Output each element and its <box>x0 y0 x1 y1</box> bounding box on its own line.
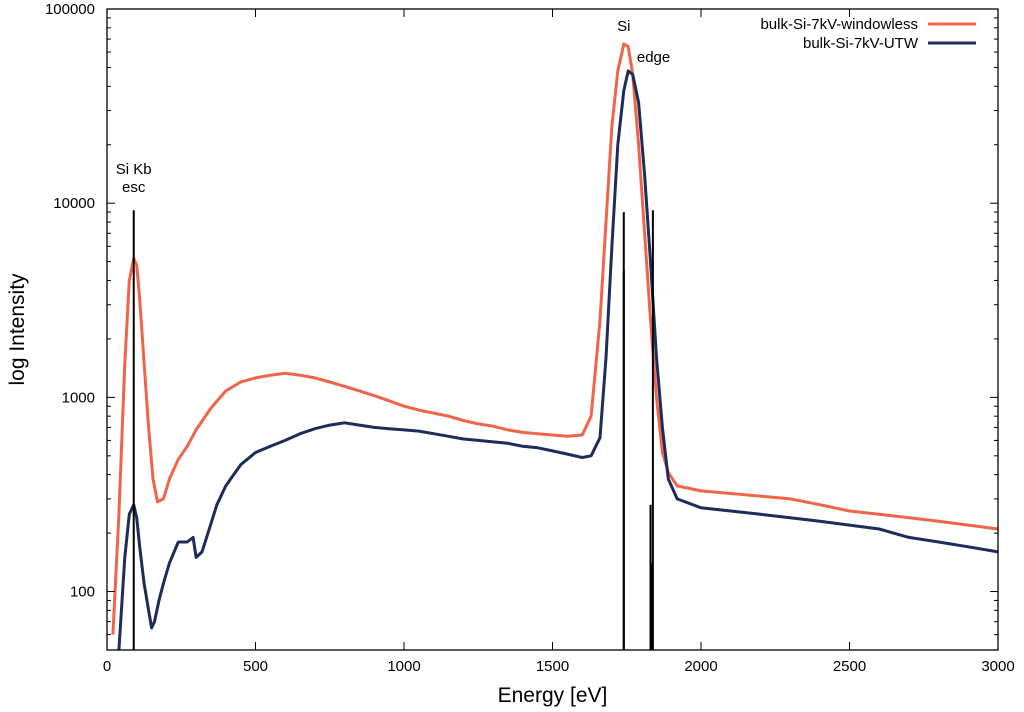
series-line-1 <box>111 42 999 635</box>
y-axis: 100 1000 10000 100000 <box>45 1 998 651</box>
series-line-2 <box>117 69 999 651</box>
plot-frame <box>106 8 999 651</box>
series-layer <box>111 42 999 651</box>
x-tick-label: 3000 <box>981 658 1014 675</box>
x-tick-label: 2500 <box>833 658 866 675</box>
x-tick-label: 1000 <box>387 658 420 675</box>
legend: bulk-Si-7kV-windowless bulk-Si-7kV-UTW <box>760 16 976 52</box>
y-tick-label: 100000 <box>45 1 95 18</box>
annotation-label: Si Kb <box>116 161 152 178</box>
y-axis-title: log Intensity <box>6 273 29 386</box>
x-tick-label: 0 <box>103 658 111 675</box>
legend-label: bulk-Si-7kV-windowless <box>760 16 918 33</box>
y-tick-label: 10000 <box>53 195 95 212</box>
annotation-label: edge <box>637 49 670 66</box>
x-axis: 0 500 1000 1500 2000 2500 3000 <box>103 9 1015 675</box>
y-tick-label: 1000 <box>62 389 95 406</box>
line-markers <box>132 210 654 650</box>
x-tick-label: 500 <box>243 658 268 675</box>
annotation-label: esc <box>122 179 146 196</box>
x-tick-label: 1500 <box>536 658 569 675</box>
annotation-label: Si <box>617 18 630 35</box>
y-tick-label: 100 <box>70 584 95 601</box>
legend-label: bulk-Si-7kV-UTW <box>803 35 919 52</box>
x-tick-label: 2000 <box>684 658 717 675</box>
x-axis-title: Energy [eV] <box>498 684 608 707</box>
